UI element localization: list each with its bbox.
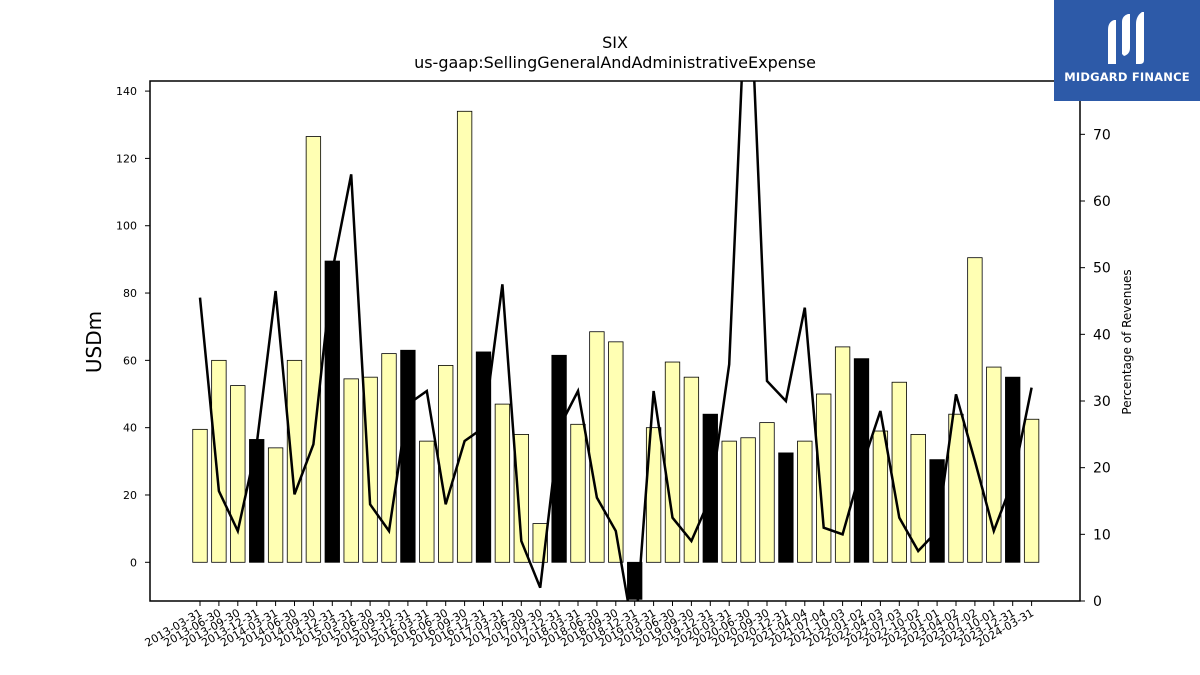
bar-2016-06-30: [438, 364, 454, 563]
bar-2023-07-02: [967, 257, 983, 563]
bar-2018-03-31: [570, 423, 586, 563]
x-axis: 2013-03-312013-06-302013-09-302013-12-31…: [143, 601, 1036, 650]
bar-2016-03-31: [419, 440, 435, 563]
bar-2014-06-30: [286, 359, 303, 563]
percentage-of-revenues-line: [198, 81, 1033, 601]
y-tick-label: 0: [130, 556, 137, 569]
y2-tick-label: 70: [1093, 127, 1111, 143]
bar-2019-09-30: [683, 376, 700, 563]
bar-2014-12-31: [324, 260, 340, 563]
y-tick-label: 40: [123, 422, 137, 435]
bar-2019-06-30: [664, 361, 681, 563]
bar-2017-06-30: [513, 433, 529, 563]
bar-2014-09-30: [305, 136, 322, 563]
y-tick-label: 20: [123, 489, 137, 502]
chart-title: SIX: [602, 33, 628, 52]
y2-tick-label: 0: [1093, 594, 1102, 610]
bar-2013-12-31: [249, 439, 265, 563]
bar-2016-09-30: [456, 110, 473, 563]
y2-axis-label: Percentage of Revenues: [1120, 269, 1134, 414]
y-tick-label: 120: [116, 152, 137, 165]
y2-tick-label: 40: [1093, 327, 1111, 343]
bar-2022-07-03: [891, 381, 907, 563]
y-axis-right: 0 10 20 30 40 50 60 70: [1080, 127, 1111, 610]
bar-2017-03-31: [494, 403, 511, 563]
chart-subtitle: us-gaap:SellingGeneralAndAdministrativeE…: [414, 53, 816, 72]
bar-2013-06-30: [211, 359, 227, 563]
y2-tick-label: 10: [1093, 527, 1111, 543]
y2-tick-label: 30: [1093, 394, 1111, 410]
bar-2021-10-03: [834, 346, 851, 563]
bar-2023-12-31: [1005, 376, 1021, 563]
midgard-logo-mark-icon: [1108, 12, 1144, 64]
y-tick-label: 60: [123, 354, 137, 367]
y-tick-label: 140: [116, 85, 137, 98]
y-axis-left: 0 20 40 60 80 100 120 140: [116, 85, 150, 569]
bar-2022-01-02: [853, 358, 870, 563]
y2-tick-label: 60: [1093, 194, 1111, 210]
bar-2020-06-30: [740, 437, 756, 563]
bar-2015-03-31: [343, 378, 359, 563]
y-tick-label: 80: [123, 287, 137, 300]
bar-2021-04-04: [797, 440, 813, 563]
bar-2024-03-31: [1023, 418, 1040, 563]
y2-tick-label: 20: [1093, 461, 1111, 477]
bar-2018-06-30: [589, 331, 605, 563]
bar-2013-03-31: [192, 428, 208, 563]
bar-2021-07-04: [816, 393, 832, 563]
bar-2017-12-31: [551, 354, 567, 563]
bar-2023-04-02: [948, 413, 964, 563]
bar-2022-04-03: [872, 430, 889, 563]
bar-2015-12-31: [400, 349, 416, 563]
bar-2018-09-30: [608, 341, 624, 563]
bar-2022-10-02: [910, 433, 926, 563]
bar-group: [192, 110, 1040, 600]
midgard-finance-logo: MIDGARD FINANCE: [1054, 0, 1200, 101]
bar-2019-12-31: [702, 413, 718, 563]
plot-frame: [149, 80, 1081, 602]
line-group: [198, 81, 1033, 601]
bar-2020-09-30: [759, 422, 775, 563]
y-tick-label: 100: [116, 220, 137, 233]
bar-2014-03-31: [267, 447, 284, 563]
y-axis-label: USDm: [82, 311, 106, 373]
bar-2013-09-30: [230, 385, 246, 563]
bar-2020-12-31: [778, 452, 794, 563]
y2-tick-label: 50: [1093, 261, 1111, 277]
bar-2023-01-01: [929, 459, 945, 563]
bar-2020-03-31: [721, 440, 737, 563]
brand-name: MIDGARD FINANCE: [1064, 70, 1190, 84]
